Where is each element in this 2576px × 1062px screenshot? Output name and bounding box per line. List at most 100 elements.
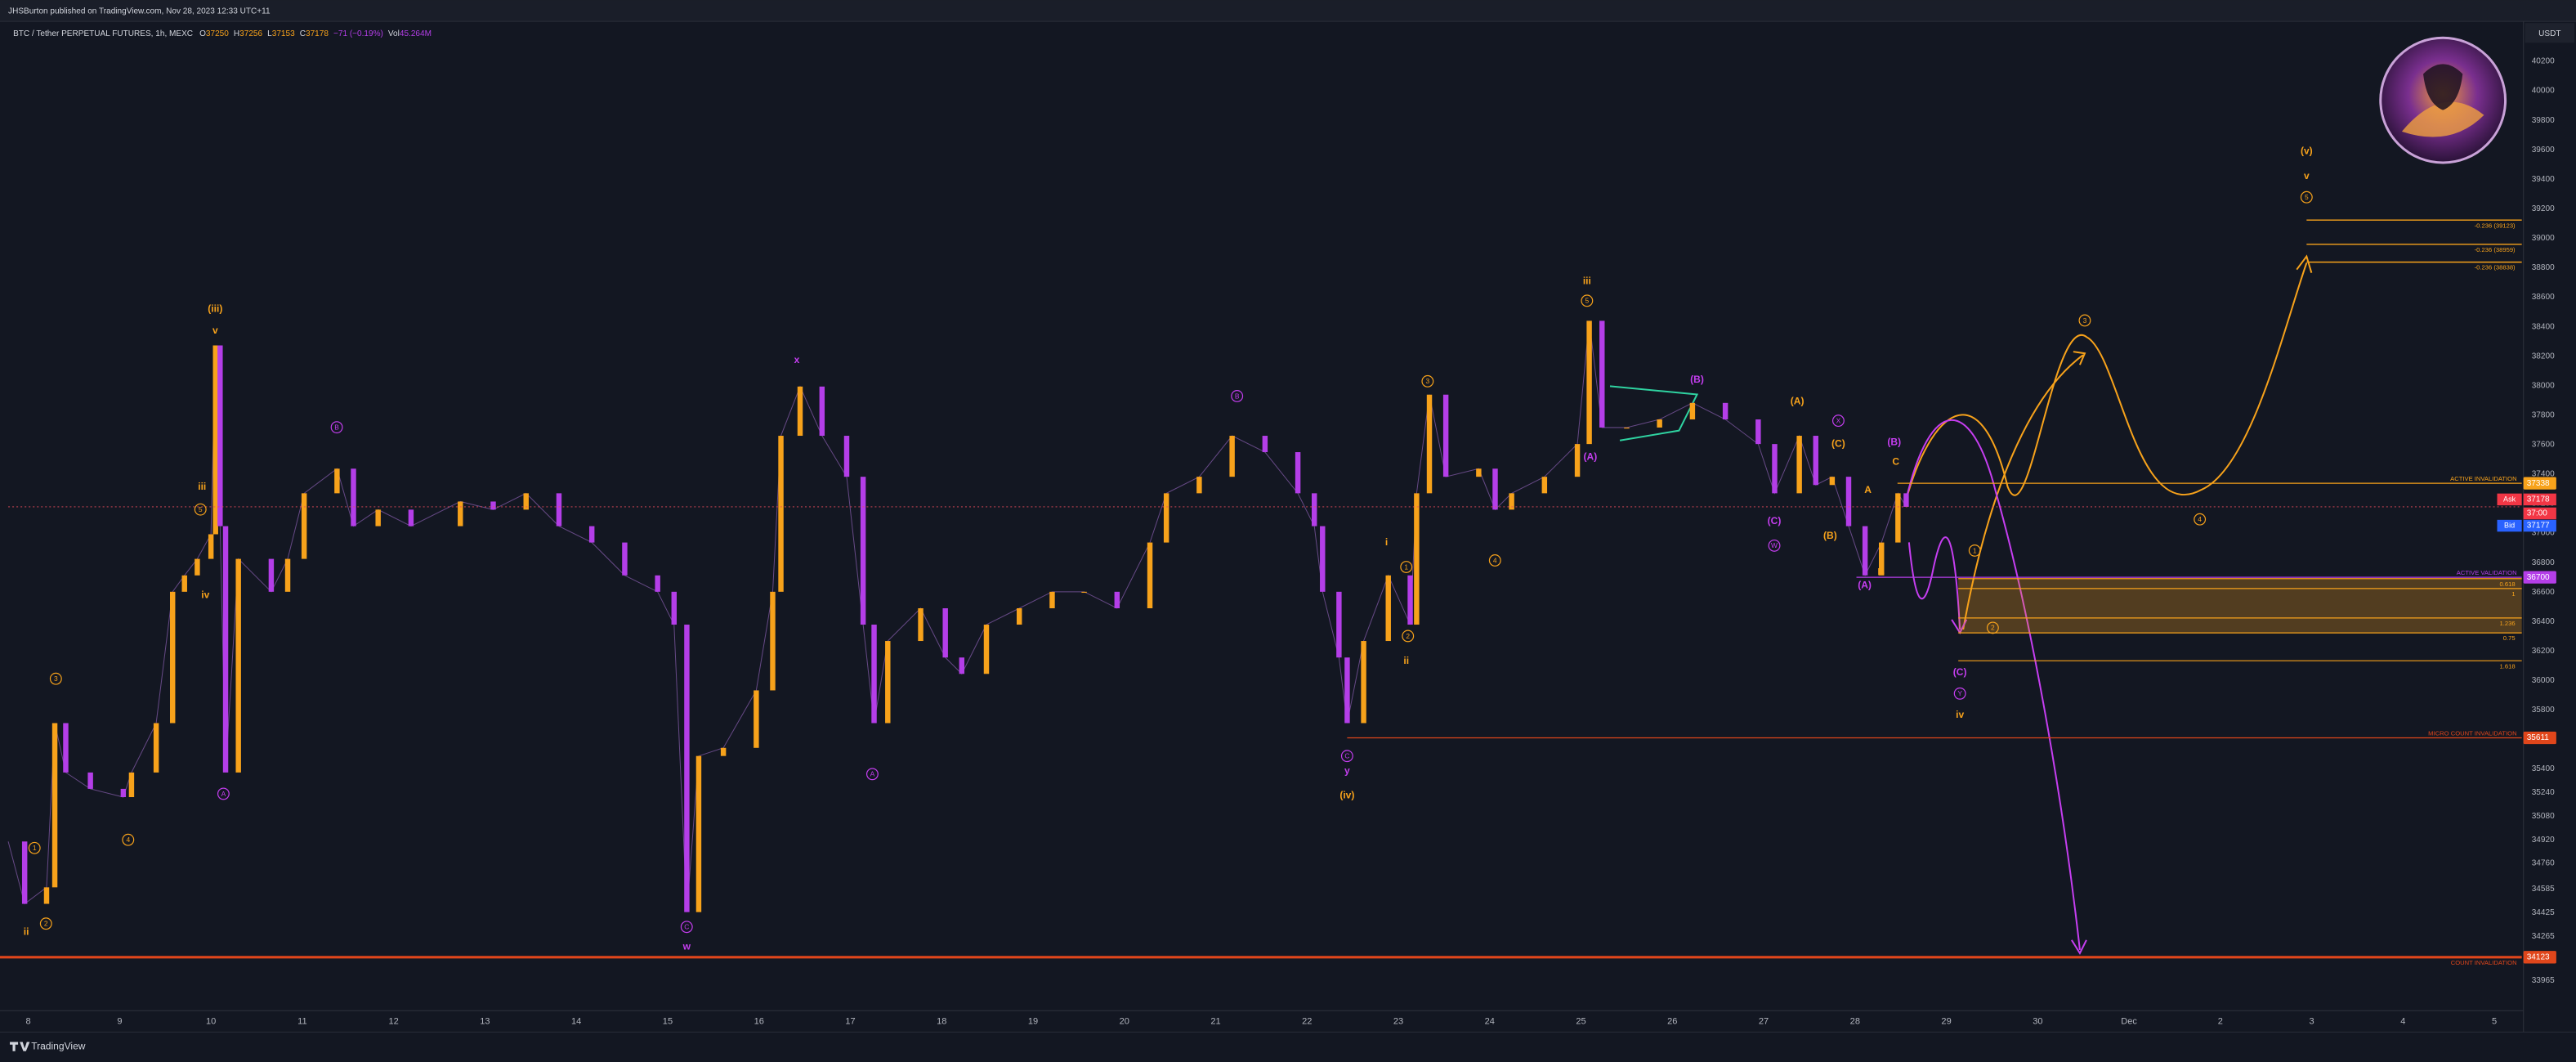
- ask-tag: [2497, 493, 2522, 506]
- wave-label: A: [221, 790, 226, 798]
- wave-label: iii: [1583, 276, 1591, 287]
- candle: [1147, 542, 1153, 609]
- ask-label: Ask: [2503, 495, 2516, 503]
- x-tick-label: 27: [1759, 1016, 1769, 1026]
- y-tick-label: 33965: [2532, 976, 2555, 985]
- candle: [695, 755, 702, 912]
- y-tick-label: 38200: [2532, 352, 2555, 361]
- wave-label: w: [682, 941, 691, 952]
- y-tick-label: 35080: [2532, 812, 2555, 821]
- candle: [684, 625, 690, 912]
- wave-circle: [2300, 190, 2313, 204]
- wave-label: 4: [126, 836, 130, 844]
- y-tick-label: 36000: [2532, 676, 2555, 685]
- wave-label: (A): [1584, 451, 1598, 463]
- y-tick-label: 34425: [2532, 908, 2555, 917]
- x-tick-label: 5: [2492, 1016, 2497, 1026]
- candle: [301, 493, 307, 559]
- level-price: 35611: [2527, 733, 2550, 742]
- wave-label: C: [1344, 752, 1349, 760]
- projection-arrow: [2073, 351, 2086, 365]
- candle: [51, 723, 58, 888]
- candle: [1229, 436, 1235, 477]
- y-tick-label: 38800: [2532, 263, 2555, 272]
- wave-circle: [2078, 314, 2091, 327]
- fib-ratio: 0.618: [2500, 580, 2516, 588]
- candle: [1541, 477, 1548, 494]
- fib-ratio: 1.236: [2500, 620, 2516, 627]
- candle: [128, 772, 135, 797]
- candle: [1796, 436, 1802, 494]
- candle: [222, 526, 229, 773]
- fib-zone: [1958, 578, 2522, 634]
- wave-label: 2: [1406, 632, 1410, 640]
- y-tick-label: 36800: [2532, 558, 2555, 567]
- ohlc-value: 37153: [272, 29, 295, 38]
- wave-label: C: [1892, 456, 1899, 468]
- wave-label: iv: [1956, 709, 1964, 720]
- y-tick-label: 35800: [2532, 706, 2555, 715]
- wave-circle: [1953, 687, 1966, 700]
- candle: [959, 657, 965, 674]
- x-tick-label: 29: [1941, 1016, 1951, 1026]
- y-tick-label: 34585: [2532, 885, 2555, 894]
- countdown: 37:00: [2527, 509, 2548, 518]
- projection-arrow: [2071, 939, 2087, 955]
- candle: [1574, 444, 1581, 477]
- candle: [622, 542, 628, 576]
- x-tick-label: 30: [2033, 1016, 2042, 1026]
- ohlc-value: 37178: [306, 29, 329, 38]
- wave-circle: [865, 768, 879, 781]
- wave-label: 5: [199, 505, 203, 513]
- ohlc-value: 37250: [206, 29, 229, 38]
- candle: [918, 608, 924, 642]
- bid-tag: [2497, 519, 2522, 532]
- candle: [87, 772, 93, 789]
- level-badge: [2523, 571, 2556, 584]
- wave-label: (iii): [208, 303, 222, 315]
- y-tick-label: 34760: [2532, 859, 2555, 868]
- candle: [843, 436, 850, 477]
- candle: [1586, 320, 1592, 445]
- wave-label: y: [1344, 765, 1350, 777]
- x-tick-label: 18: [937, 1016, 946, 1026]
- candle: [1862, 526, 1868, 576]
- wave-circle: [680, 921, 693, 934]
- wave-circle: [28, 841, 41, 854]
- candle: [983, 625, 990, 674]
- candle: [1903, 493, 1909, 507]
- ohlc-label: O: [199, 29, 206, 38]
- candle: [1476, 468, 1482, 477]
- level-badge: [2523, 951, 2556, 964]
- ohlc-value: 37256: [239, 29, 262, 38]
- projection-path: [1907, 536, 1961, 630]
- candle: [170, 591, 176, 724]
- y-tick-label: 36200: [2532, 647, 2555, 656]
- candle: [1262, 436, 1268, 453]
- candle: [153, 723, 159, 773]
- level-badge: [2523, 731, 2556, 745]
- wave-label: 4: [1493, 556, 1497, 564]
- wave-label: A: [870, 770, 875, 778]
- candle: [1295, 452, 1301, 494]
- wave-label: (B): [1887, 437, 1901, 448]
- wave-label: ii: [24, 926, 29, 938]
- brand-logo: [10, 1042, 30, 1051]
- y-tick-label: 35400: [2532, 764, 2555, 773]
- x-tick-label: 26: [1667, 1016, 1677, 1026]
- wave-circle: [49, 672, 62, 685]
- candle: [1320, 526, 1326, 592]
- wave-label: iii: [198, 481, 206, 492]
- wave-circle: [39, 917, 52, 930]
- candle: [1017, 608, 1022, 625]
- wave-circle: [194, 503, 207, 516]
- wave-label: A: [1864, 484, 1872, 495]
- y-tick-label: 40000: [2532, 87, 2555, 96]
- volume-label: Vol: [388, 29, 400, 38]
- y-tick-label: 38600: [2532, 293, 2555, 302]
- bid-badge: [2523, 519, 2556, 532]
- wave-circle: [122, 833, 135, 846]
- level-price: 37338: [2527, 479, 2550, 488]
- y-tick-label: 34265: [2532, 932, 2555, 941]
